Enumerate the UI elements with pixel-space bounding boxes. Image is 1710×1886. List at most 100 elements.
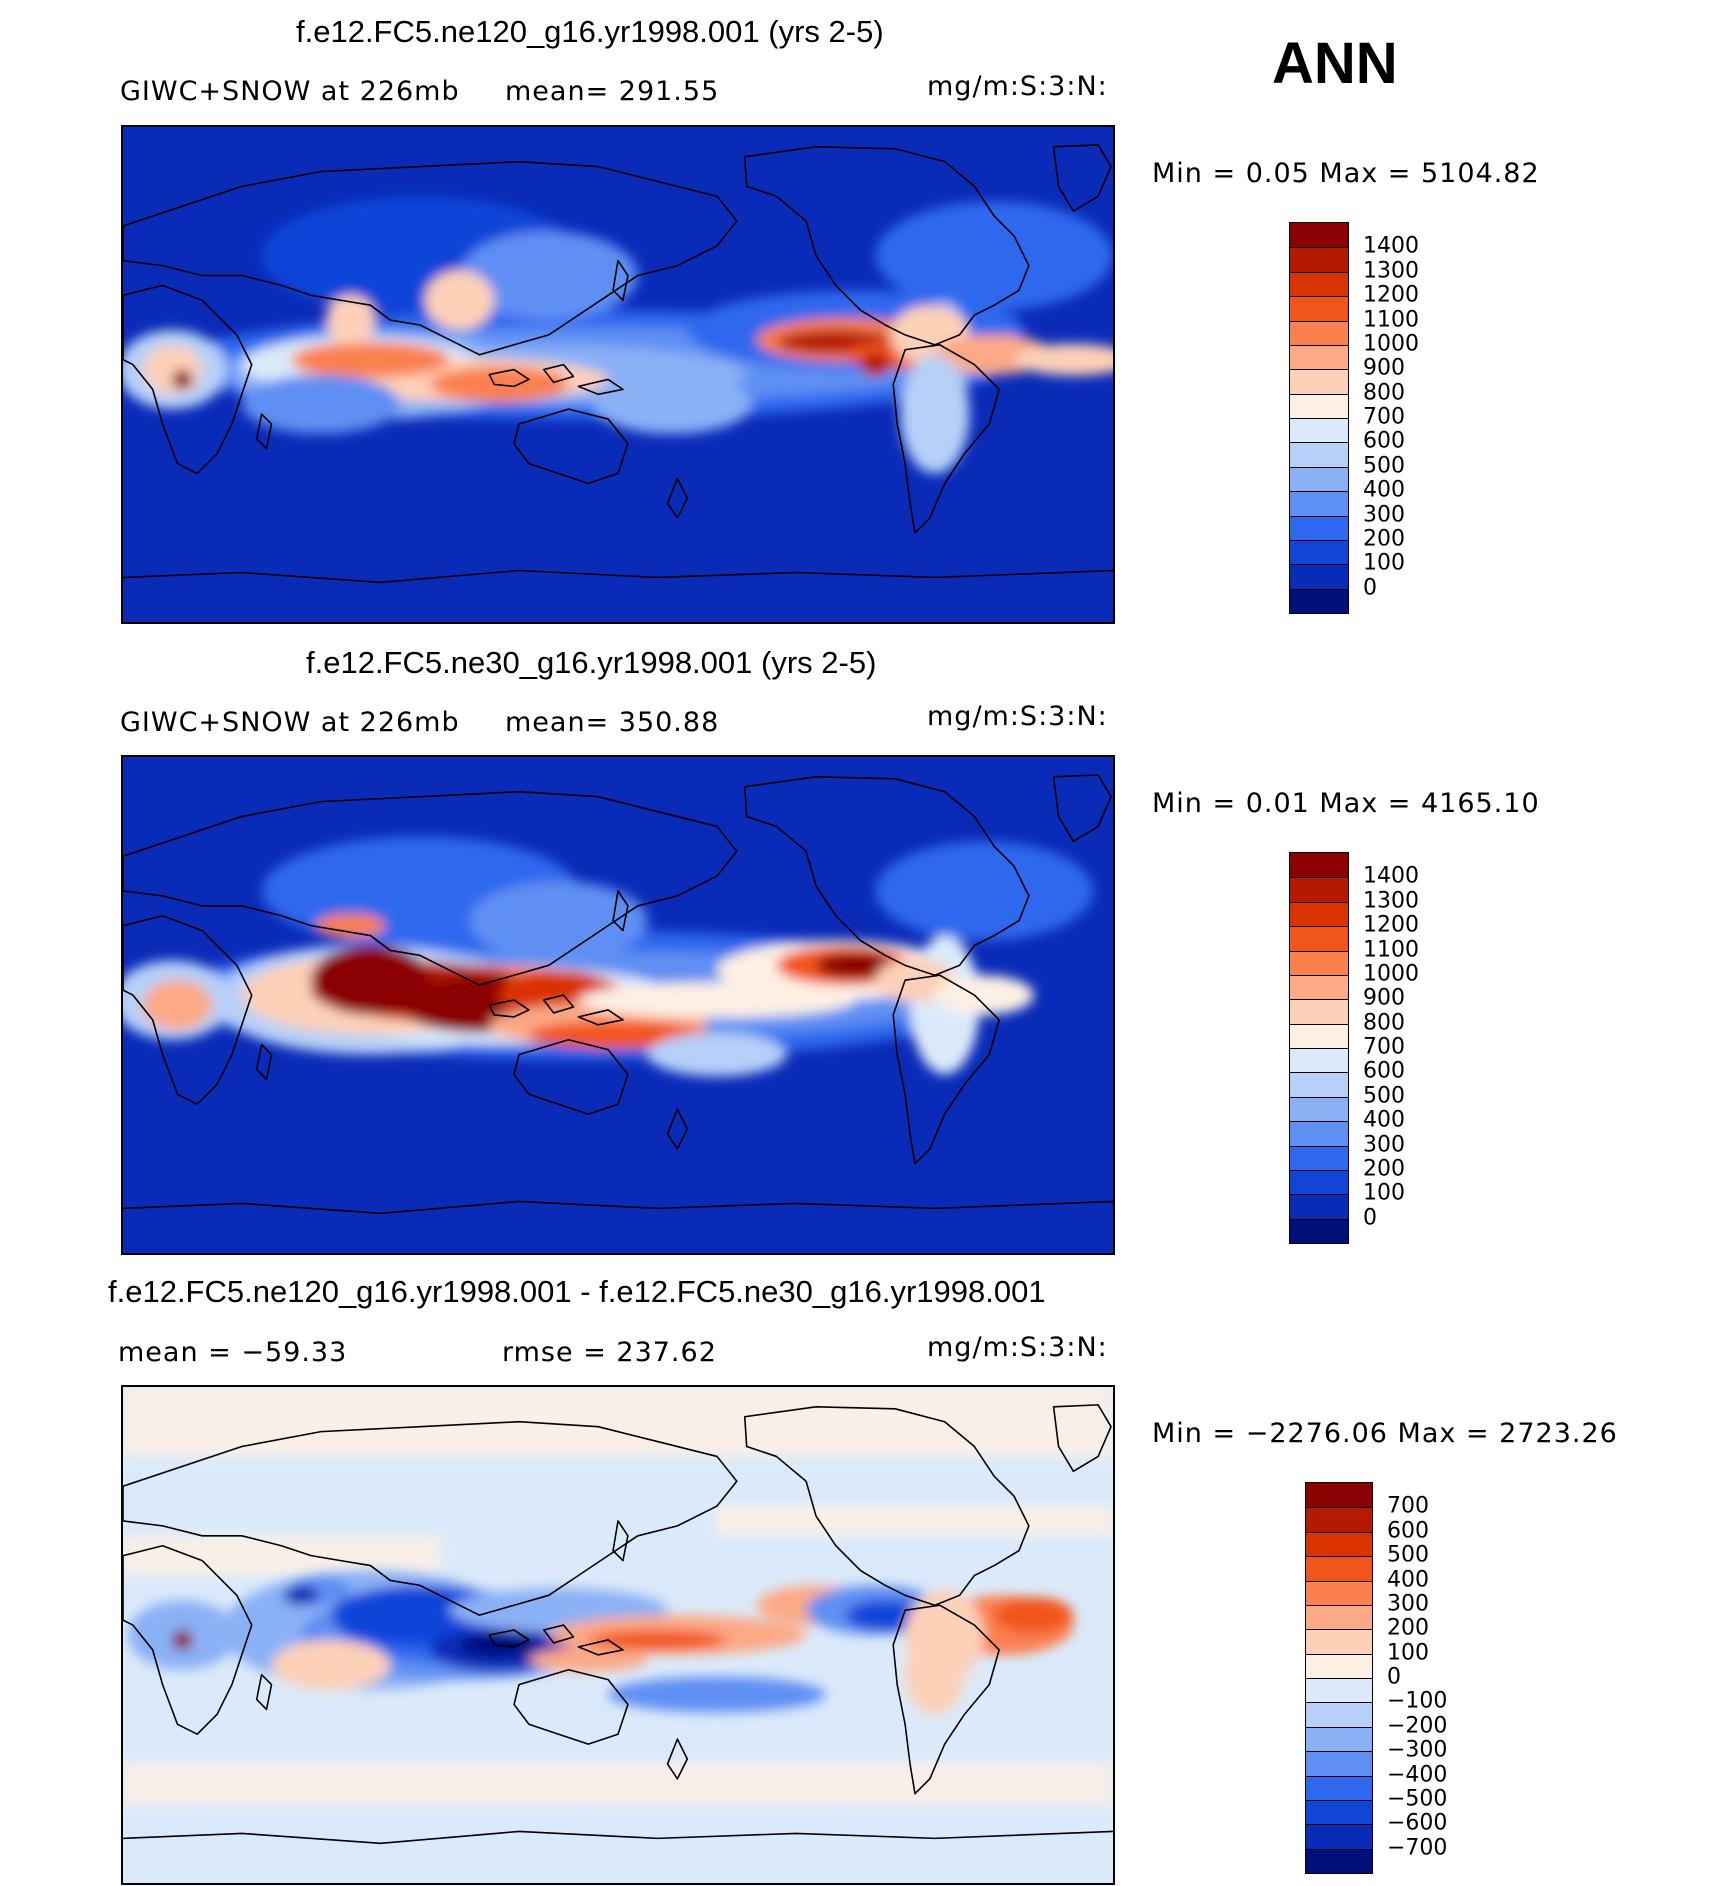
- colorbar-tick-label: −200: [1387, 1713, 1448, 1739]
- colorbar-swatch: [1290, 344, 1348, 370]
- colorbar-tick-label: 300: [1387, 1591, 1429, 1617]
- coastline: [743, 776, 1030, 977]
- colorbar-swatch: [1290, 901, 1348, 927]
- coastline: [123, 284, 253, 475]
- colorbar-swatch: [1290, 999, 1348, 1024]
- coastline: [892, 344, 1000, 534]
- contour-band: [123, 1763, 1113, 1804]
- colorbar-tick-label: 900: [1363, 985, 1405, 1011]
- colorbar-swatch: [1290, 271, 1348, 297]
- colorbar-tick-label: 1300: [1363, 258, 1419, 284]
- coastline: [488, 999, 530, 1018]
- coastline: [577, 1639, 624, 1656]
- contour-band: [123, 1387, 1113, 1457]
- coastline: [542, 994, 575, 1014]
- coastline: [123, 790, 738, 986]
- colorbar-tick-label: −600: [1387, 1810, 1448, 1836]
- panel-1-colorbar: [1289, 222, 1349, 614]
- colorbar-tick-label: 1000: [1363, 331, 1419, 357]
- contour-region: [142, 980, 213, 1030]
- panel-1-variable-label: GIWC+SNOW at 226mb: [120, 76, 460, 107]
- panel-1-title: f.e12.FC5.ne120_g16.yr1998.001 (yrs 2-5): [296, 14, 884, 49]
- coastline: [892, 1604, 1000, 1795]
- coastline: [123, 160, 738, 356]
- colorbar-tick-label: 200: [1363, 526, 1405, 552]
- colorbar-tick-label: 500: [1363, 1083, 1405, 1109]
- colorbar-swatch: [1290, 1023, 1348, 1048]
- coastline: [513, 408, 629, 485]
- colorbar-swatch: [1306, 1629, 1372, 1654]
- colorbar-tick-label: 400: [1363, 1107, 1405, 1133]
- coastline: [577, 1009, 624, 1026]
- panel-3-map: [121, 1385, 1115, 1885]
- colorbar-swatch: [1306, 1726, 1372, 1752]
- contour-region: [459, 230, 638, 321]
- contour-region: [860, 352, 891, 377]
- panel-2-variable-label: GIWC+SNOW at 226mb: [120, 707, 460, 738]
- season-label: ANN: [1272, 31, 1398, 96]
- contour-region: [647, 1032, 787, 1077]
- colorbar-swatch: [1290, 296, 1348, 321]
- colorbar-swatch: [1290, 588, 1348, 613]
- contour-region: [905, 1635, 965, 1715]
- contour-region: [172, 1630, 193, 1650]
- coastline: [255, 1673, 273, 1711]
- colorbar-swatch: [1306, 1580, 1372, 1605]
- coastline: [1052, 144, 1112, 212]
- colorbar-swatch: [1290, 1072, 1348, 1097]
- contour-region: [469, 881, 648, 961]
- coastline: [577, 378, 624, 396]
- colorbar-tick-label: 800: [1363, 380, 1405, 406]
- colorbar-tick-label: 300: [1363, 502, 1405, 527]
- colorbar-swatch: [1290, 877, 1348, 902]
- panel-1-map: [121, 125, 1115, 624]
- contour-region: [994, 1597, 1074, 1634]
- contour-region: [316, 913, 386, 938]
- coastline: [542, 363, 575, 384]
- contour-band: [717, 1506, 1113, 1536]
- panel-1-minmax-label: Min = 0.05 Max = 5104.82: [1152, 158, 1540, 189]
- coastline: [255, 413, 273, 450]
- coastline: [1052, 1404, 1112, 1473]
- coastline: [666, 1738, 689, 1780]
- contour-region: [172, 369, 193, 390]
- colorbar-swatch: [1290, 393, 1348, 418]
- contour-region: [528, 1647, 648, 1672]
- colorbar-tick-label: 100: [1387, 1640, 1429, 1666]
- colorbar-swatch: [1290, 926, 1348, 951]
- coastline: [123, 914, 253, 1105]
- panel-2-title: f.e12.FC5.ne30_g16.yr1998.001 (yrs 2-5): [306, 645, 877, 680]
- colorbar-swatch: [1290, 950, 1348, 975]
- colorbar-tick-label: 1200: [1363, 282, 1419, 308]
- colorbar-tick-label: 200: [1387, 1615, 1429, 1641]
- colorbar-swatch: [1306, 1507, 1372, 1532]
- colorbar-tick-label: 500: [1387, 1542, 1429, 1568]
- contour-region: [593, 374, 752, 434]
- colorbar-swatch: [1290, 539, 1348, 565]
- colorbar-swatch: [1290, 223, 1348, 248]
- colorbar-tick-label: 1400: [1363, 863, 1419, 889]
- colorbar-tick-label: 700: [1363, 1034, 1405, 1060]
- colorbar-tick-label: 400: [1363, 477, 1405, 503]
- contour-band: [123, 1535, 440, 1576]
- colorbar-swatch: [1306, 1848, 1372, 1873]
- panel-2-colorbar: [1289, 852, 1349, 1244]
- contour-region: [311, 945, 430, 1015]
- coastline: [1052, 774, 1112, 843]
- coastline: [255, 1043, 273, 1081]
- colorbar-tick-label: 600: [1363, 428, 1405, 454]
- coastline: [666, 477, 689, 519]
- contour-region: [875, 201, 1113, 311]
- panel-3-mean-label: mean = −59.33: [118, 1337, 348, 1368]
- colorbar-swatch: [1306, 1751, 1372, 1776]
- coastline: [743, 146, 1030, 346]
- colorbar-swatch: [1290, 320, 1348, 345]
- colorbar-tick-label: −300: [1387, 1737, 1448, 1763]
- panel-2-mean-label: mean= 350.88: [505, 707, 720, 738]
- colorbar-tick-label: 1100: [1363, 937, 1419, 962]
- colorbar-swatch: [1290, 1194, 1348, 1219]
- colorbar-tick-label: 0: [1387, 1664, 1401, 1690]
- colorbar-swatch: [1290, 1096, 1348, 1122]
- colorbar-swatch: [1290, 1218, 1348, 1243]
- colorbar-swatch: [1290, 853, 1348, 878]
